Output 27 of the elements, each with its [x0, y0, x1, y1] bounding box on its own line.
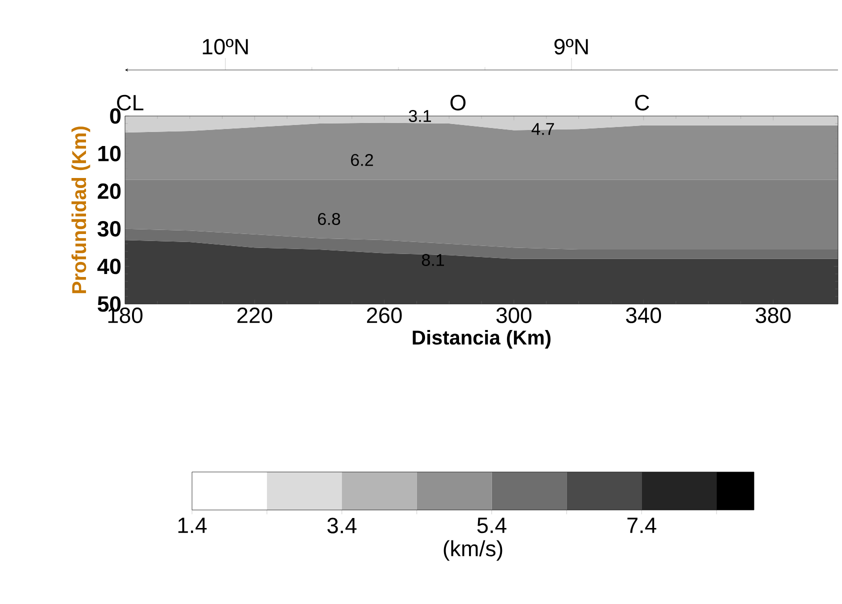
x-tick-label: 220: [237, 308, 272, 324]
y-tick-label: 40: [97, 258, 121, 274]
y-tick-label: 0: [110, 108, 121, 124]
y-tick-label: 20: [98, 183, 121, 199]
text: C: [635, 94, 650, 110]
text: O: [450, 94, 466, 110]
x-tick-label: 340: [626, 308, 662, 324]
y-tick-label: 10: [98, 146, 121, 162]
color-bar-label: 7.4: [627, 518, 656, 533]
annotation: 8.1: [422, 254, 444, 266]
x-tick-label: 260: [367, 308, 402, 324]
x2-tick-label: 9ºN: [554, 38, 588, 54]
annotation: 3.1: [408, 110, 431, 122]
annotation: 4.7: [532, 123, 554, 135]
color-bar-title: (km/s): [444, 540, 502, 561]
y-axis-title: Profundidad (Km): [72, 126, 90, 294]
color-bar-label: 5.4: [477, 518, 506, 534]
text: CL: [117, 94, 144, 110]
x-tick-label: 380: [756, 308, 791, 324]
x-axis-title: Distancia (Km): [412, 330, 550, 349]
x2-tick-label: 10ºN: [202, 38, 248, 54]
x-tick-label: 300: [496, 308, 532, 324]
y-tick-label: 30: [98, 220, 121, 237]
color-bar-label: 3.4: [327, 518, 357, 534]
annotation: 6.2: [351, 154, 373, 166]
color-bar-label: 1.4: [178, 518, 207, 533]
annotation: 6.8: [318, 212, 340, 226]
